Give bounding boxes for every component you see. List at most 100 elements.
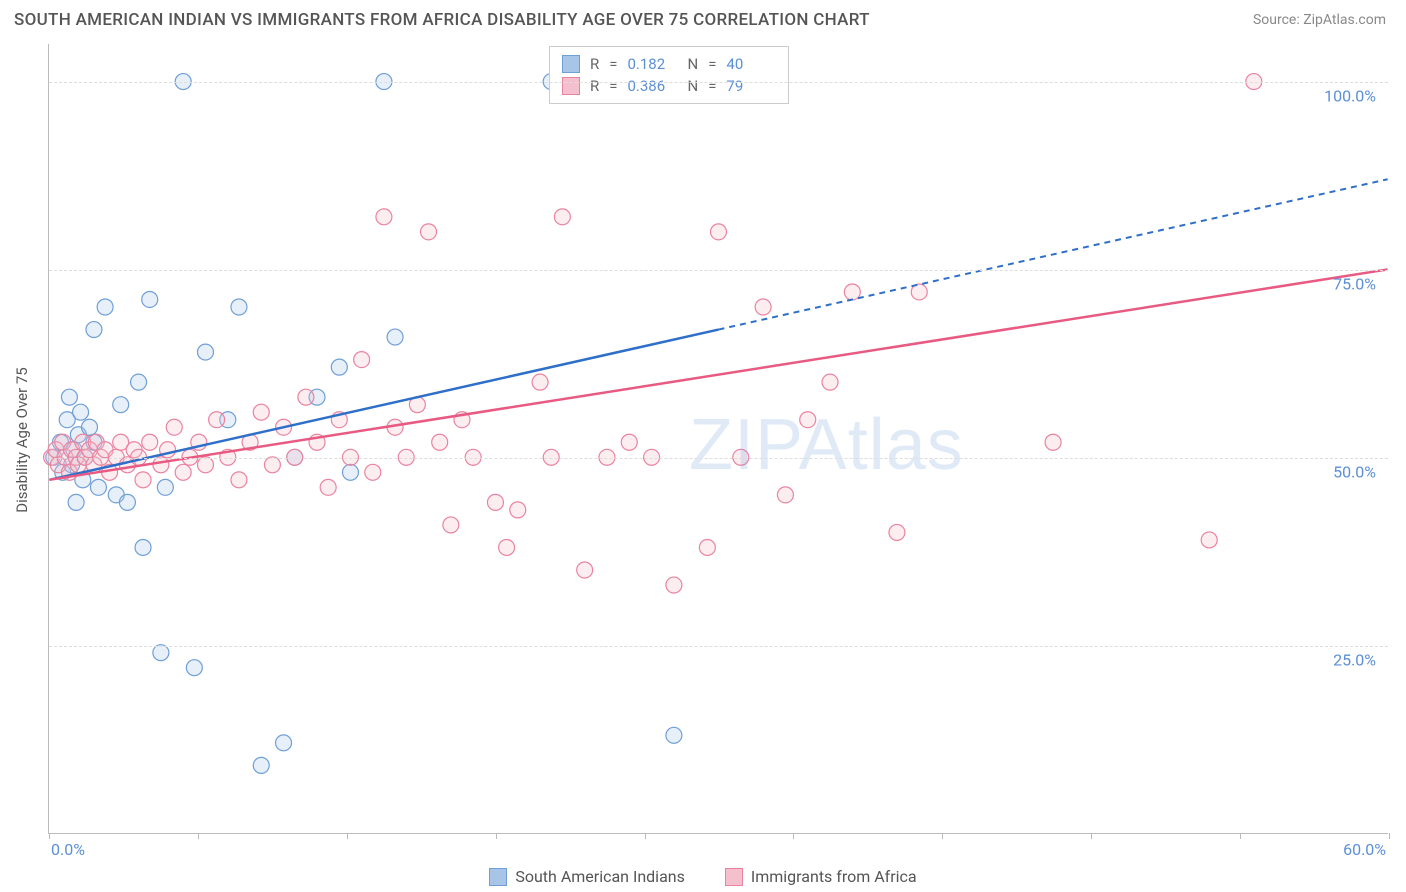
- data-point: [157, 479, 173, 495]
- data-point: [554, 209, 570, 225]
- legend-label: Immigrants from Africa: [751, 867, 917, 886]
- data-point: [253, 757, 269, 773]
- y-tick-label: 50.0%: [1333, 462, 1376, 481]
- data-point: [197, 457, 213, 473]
- legend-n-label: N: [687, 53, 698, 75]
- data-point: [119, 494, 135, 510]
- data-point: [666, 577, 682, 593]
- chart-header: SOUTH AMERICAN INDIAN VS IMMIGRANTS FROM…: [0, 0, 1406, 38]
- legend-eq: =: [609, 53, 617, 75]
- legend-n-value: 40: [726, 53, 776, 75]
- legend-eq: =: [708, 53, 716, 75]
- legend-r-value: 0.386: [627, 75, 677, 97]
- legend-item: Immigrants from Africa: [725, 867, 917, 886]
- x-tick: [942, 833, 943, 839]
- y-tick-label: 25.0%: [1333, 650, 1376, 669]
- x-tick: [49, 833, 50, 839]
- trend-line-dashed: [719, 179, 1388, 329]
- data-point: [365, 464, 381, 480]
- chart-plot-area: ZIPAtlas R=0.182N=40R=0.386N=79 25.0%50.…: [48, 44, 1388, 834]
- x-tick-label: 60.0%: [1343, 840, 1386, 859]
- data-point: [443, 517, 459, 533]
- data-point: [1201, 532, 1217, 548]
- x-tick: [793, 833, 794, 839]
- legend-swatch: [562, 55, 580, 73]
- data-point: [376, 209, 392, 225]
- data-point: [577, 562, 593, 578]
- correlation-legend-row: R = 0.386 N = 79: [562, 75, 776, 97]
- data-point: [186, 660, 202, 676]
- data-point: [1045, 434, 1061, 450]
- data-point: [487, 494, 503, 510]
- x-tick-label: 0.0%: [51, 840, 85, 859]
- data-point: [142, 434, 158, 450]
- data-point: [135, 539, 151, 555]
- legend-r-value: 0.182: [627, 53, 677, 75]
- legend-n-value: 79: [726, 75, 776, 97]
- data-point: [86, 322, 102, 338]
- data-point: [73, 404, 89, 420]
- scatter-plot-svg: [49, 44, 1388, 833]
- gridline-h: [49, 270, 1388, 271]
- data-point: [197, 344, 213, 360]
- data-point: [90, 479, 106, 495]
- data-point: [510, 502, 526, 518]
- data-point: [387, 329, 403, 345]
- legend-item: South American Indians: [489, 867, 685, 886]
- data-point: [97, 299, 113, 315]
- data-point: [298, 389, 314, 405]
- legend-swatch: [725, 868, 743, 886]
- data-point: [499, 539, 515, 555]
- data-point: [276, 735, 292, 751]
- data-point: [755, 299, 771, 315]
- legend-label: South American Indians: [515, 867, 685, 886]
- data-point: [82, 419, 98, 435]
- gridline-h: [49, 82, 1388, 83]
- chart-title: SOUTH AMERICAN INDIAN VS IMMIGRANTS FROM…: [14, 10, 870, 30]
- series-legend: South American Indians Immigrants from Af…: [0, 867, 1406, 886]
- y-tick-label: 100.0%: [1324, 86, 1376, 105]
- data-point: [699, 539, 715, 555]
- y-axis-label: Disability Age Over 75: [13, 367, 31, 512]
- data-point: [777, 487, 793, 503]
- data-point: [532, 374, 548, 390]
- data-point: [166, 419, 182, 435]
- data-point: [342, 464, 358, 480]
- legend-eq: =: [609, 75, 617, 97]
- data-point: [209, 412, 225, 428]
- trend-line-solid: [49, 269, 1387, 479]
- data-point: [354, 352, 370, 368]
- data-point: [320, 479, 336, 495]
- data-point: [331, 359, 347, 375]
- data-point: [135, 472, 151, 488]
- y-tick-label: 75.0%: [1333, 274, 1376, 293]
- data-point: [432, 434, 448, 450]
- data-point: [68, 494, 84, 510]
- correlation-legend: R = 0.182 N = 40 R = 0.386 N = 79: [549, 46, 789, 104]
- gridline-h: [49, 458, 1388, 459]
- data-point: [231, 472, 247, 488]
- gridline-h: [49, 646, 1388, 647]
- data-point: [153, 645, 169, 661]
- data-point: [231, 299, 247, 315]
- data-point: [666, 727, 682, 743]
- data-point: [264, 457, 280, 473]
- x-tick: [1389, 833, 1390, 839]
- legend-swatch: [562, 77, 580, 95]
- legend-n-label: N: [687, 75, 698, 97]
- x-tick: [645, 833, 646, 839]
- correlation-legend-row: R = 0.182 N = 40: [562, 53, 776, 75]
- data-point: [142, 291, 158, 307]
- x-tick: [1240, 833, 1241, 839]
- data-point: [889, 524, 905, 540]
- x-tick: [496, 833, 497, 839]
- legend-r-label: R: [590, 53, 599, 75]
- data-point: [113, 397, 129, 413]
- data-point: [800, 412, 816, 428]
- legend-swatch: [489, 868, 507, 886]
- legend-r-label: R: [590, 75, 599, 97]
- legend-eq: =: [708, 75, 716, 97]
- data-point: [253, 404, 269, 420]
- data-point: [175, 464, 191, 480]
- x-tick: [1091, 833, 1092, 839]
